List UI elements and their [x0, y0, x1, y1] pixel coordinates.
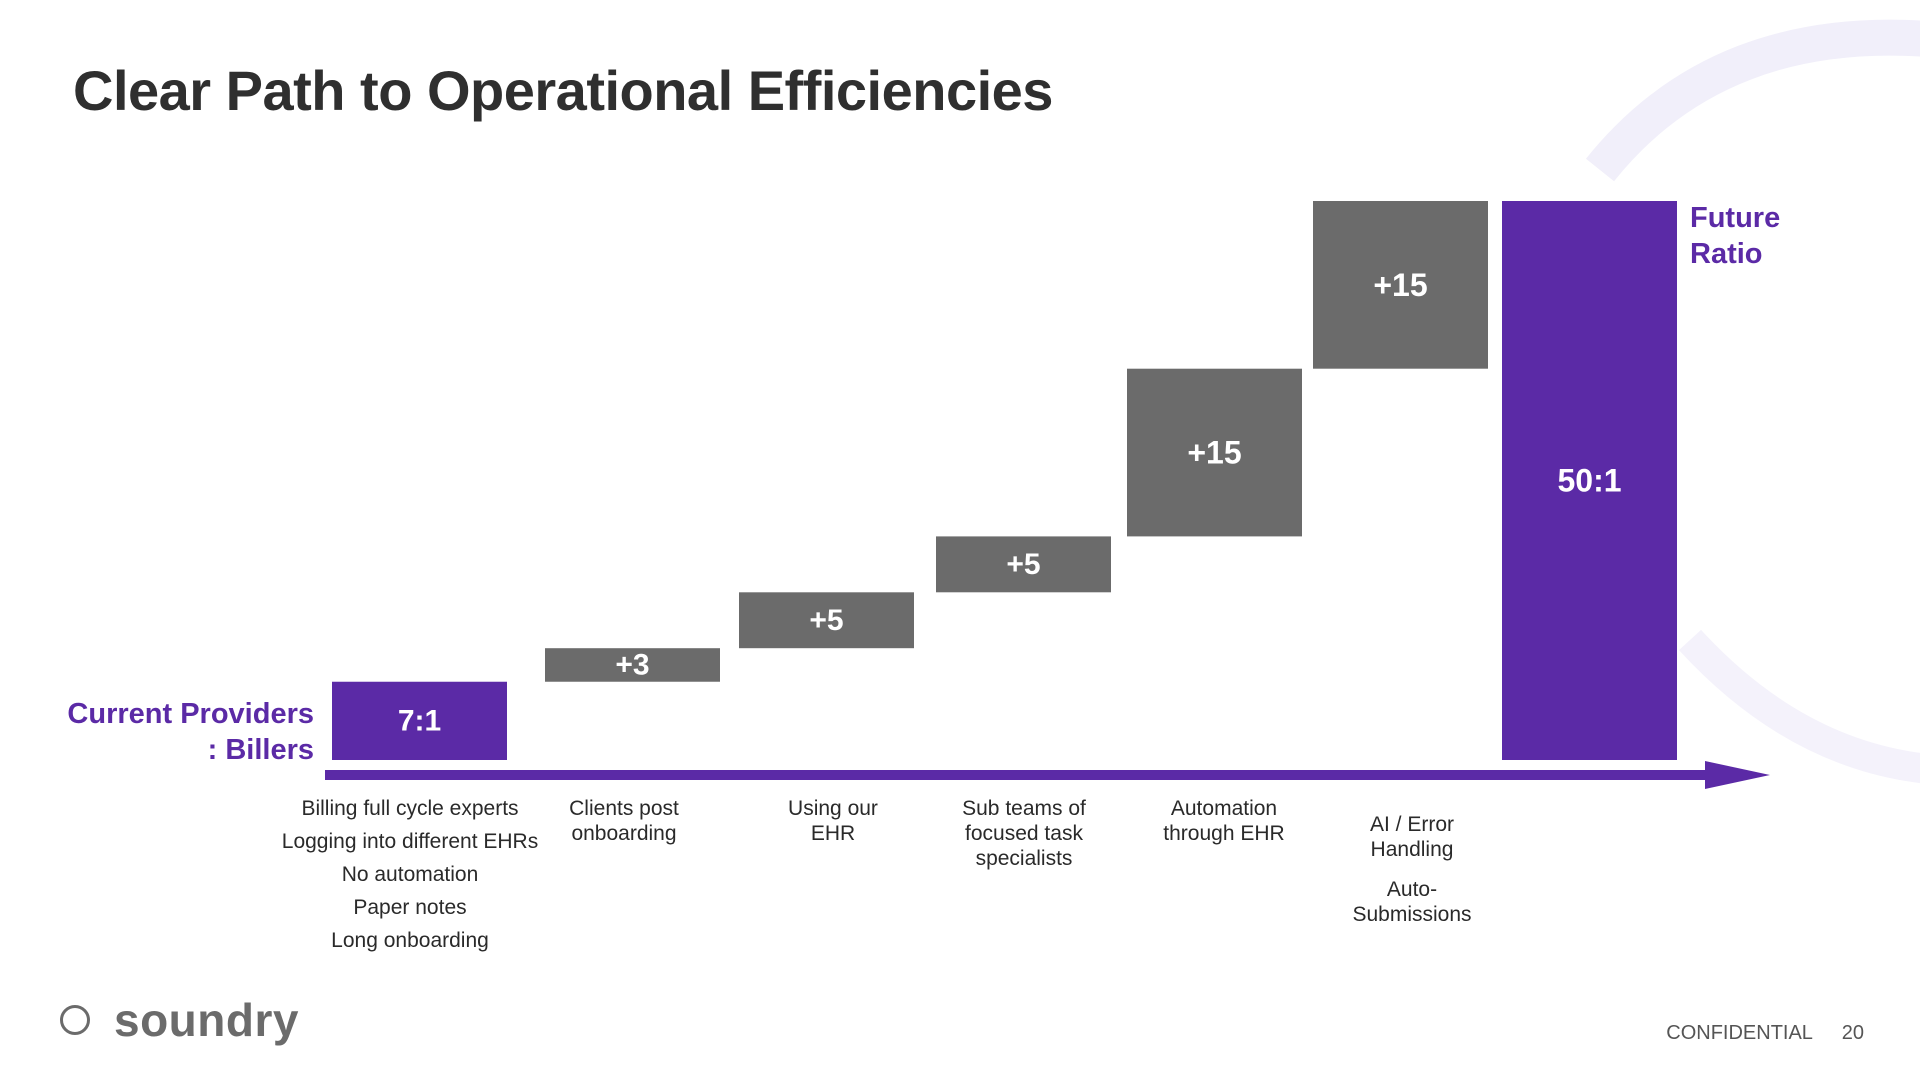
step-bar-label: +15	[1373, 267, 1427, 303]
category-2-line: EHR	[810, 822, 856, 845]
category-5-line: Submissions	[1352, 903, 1472, 926]
category-5: AI / Error Handling Auto- Submissions	[1322, 812, 1502, 927]
step-bar	[545, 648, 720, 682]
category-0-line: Billing full cycle experts	[301, 797, 519, 820]
current-ratio-label-line1: Current Providers	[67, 698, 314, 730]
current-ratio-label: Current Providers : Billers	[67, 696, 314, 768]
step-bar-label: +5	[1006, 548, 1040, 581]
axis-arrowhead-icon	[1705, 761, 1770, 789]
category-3-line: Sub teams of	[962, 797, 1086, 820]
confidential-label: CONFIDENTIAL	[1666, 1022, 1813, 1044]
step-bar	[1127, 368, 1302, 537]
brand-name: soundry	[114, 994, 299, 1046]
step-bar	[936, 536, 1111, 593]
category-2: Using our EHR	[743, 796, 923, 846]
step-bar	[739, 592, 914, 649]
category-0-line: No automation	[341, 863, 479, 886]
step-bar-label: +15	[1187, 435, 1241, 471]
page-number: 20	[1841, 1022, 1864, 1044]
page-title: Clear Path to Operational Efficiencies	[73, 59, 1053, 122]
category-5-line: Handling	[1370, 838, 1454, 861]
start-bar	[332, 681, 507, 760]
category-0-line: Paper notes	[353, 896, 467, 919]
future-ratio-label-line1: Future	[1690, 202, 1781, 234]
future-ratio-label: Future Ratio	[1690, 200, 1810, 272]
category-1-line: Clients post	[569, 797, 679, 820]
step-bar	[1313, 201, 1488, 369]
end-bar	[1502, 201, 1677, 760]
category-5-line: Auto-	[1386, 878, 1438, 901]
category-5-line: AI / Error	[1369, 813, 1454, 836]
logo-ring-icon	[60, 1005, 90, 1035]
category-4-line: through EHR	[1163, 822, 1285, 845]
category-3-line: specialists	[975, 847, 1073, 870]
start-bar-label: 7:1	[398, 704, 441, 737]
current-ratio-label-line2: : Billers	[207, 734, 314, 766]
category-3: Sub teams of focused task specialists	[934, 796, 1114, 871]
future-ratio-label-line2: Ratio	[1690, 238, 1763, 270]
category-4: Automation through EHR	[1134, 796, 1314, 846]
step-bar-label: +5	[809, 604, 843, 637]
step-bar-label: +3	[615, 648, 649, 681]
footer: CONFIDENTIAL 20	[1666, 1022, 1864, 1045]
category-3-line: focused task	[965, 822, 1083, 845]
category-2-line: Using our	[788, 797, 878, 820]
category-1: Clients post onboarding	[534, 796, 714, 846]
category-0: Billing full cycle experts Logging into …	[270, 792, 550, 957]
end-bar-label: 50:1	[1557, 463, 1621, 499]
category-4-line: Automation	[1170, 797, 1278, 820]
brand-logo: soundry	[60, 993, 299, 1047]
category-0-line: Long onboarding	[331, 929, 489, 952]
category-1-line: onboarding	[571, 822, 677, 845]
category-0-line: Logging into different EHRs	[281, 830, 539, 853]
